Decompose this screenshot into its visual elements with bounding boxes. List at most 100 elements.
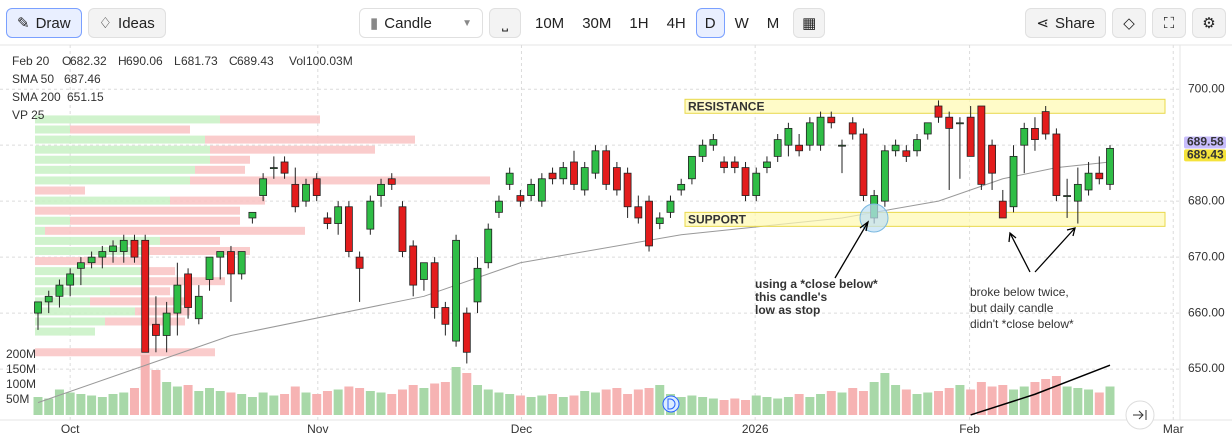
volume-bar (1084, 389, 1094, 415)
candle-body (162, 312, 171, 336)
candle-body (516, 195, 525, 202)
vp-down-bar (70, 125, 190, 134)
legend-text: H (118, 54, 127, 68)
candle-body (570, 161, 578, 185)
y-tick-label: 650.00 (1188, 361, 1225, 375)
volume-bar (440, 382, 450, 415)
toolbar-center: ▮ Candle ▼ ⎵ 10M 30M 1H 4H D W M ▦ (359, 8, 826, 38)
calendar-button[interactable]: ▦ (793, 8, 826, 38)
interval-button[interactable]: 1H (629, 14, 649, 32)
volume-bar (923, 392, 933, 415)
legend-text: 100.03M (306, 54, 353, 68)
volume-bar (172, 386, 182, 415)
candle-body (848, 122, 857, 135)
volume-bar (1051, 376, 1061, 415)
x-tick-label: Mar (1163, 422, 1184, 436)
candle-body (302, 183, 310, 202)
settings-button[interactable]: ⚙ (1192, 8, 1226, 38)
legend-text: 687.46 (64, 72, 101, 86)
vp-down-bar (110, 287, 170, 296)
candle-body (216, 251, 225, 258)
volume-bar (408, 385, 418, 415)
interval-button[interactable]: W (734, 14, 749, 32)
volume-bar (322, 391, 332, 415)
candle-body (398, 206, 407, 252)
volume-bar (698, 397, 708, 415)
candle-body (355, 256, 364, 269)
candle-body (98, 251, 107, 258)
price-tag (1184, 136, 1226, 149)
candle-body (580, 167, 589, 191)
interval-button[interactable]: M (766, 14, 780, 32)
volume-bar (580, 391, 590, 415)
volume-bar (944, 388, 954, 415)
premium-button[interactable]: ◇ (1112, 8, 1146, 38)
fullscreen-button[interactable]: ⛶ (1152, 8, 1186, 38)
candle-body (66, 273, 75, 286)
volume-bar (848, 388, 858, 415)
draw-button[interactable]: ✎ Draw (6, 8, 82, 38)
vp-up-bar (35, 125, 70, 134)
vp-down-bar (35, 348, 215, 357)
candle-body (1063, 195, 1072, 197)
volume-bar (54, 389, 64, 415)
candle-body (366, 200, 375, 230)
volume-bar (194, 391, 204, 415)
volume-bar (676, 397, 686, 415)
annotation-text: but daily candle (970, 301, 1054, 315)
pencil-icon: ✎ (17, 15, 30, 32)
chart-type-select[interactable]: ▮ Candle ▼ (359, 8, 483, 38)
candle-body (880, 150, 889, 202)
vp-up-bar (35, 297, 90, 306)
vp-up-bar (35, 135, 205, 144)
toolbar-right: ⋖ Share ◇ ⛶ ⚙ (1025, 8, 1226, 38)
volume-bar (998, 385, 1008, 415)
volume-bar (129, 388, 139, 415)
vp-up-bar (35, 145, 210, 154)
candle-body (763, 161, 771, 168)
volume-bar (430, 383, 440, 415)
vp-up-bar (35, 287, 110, 296)
legend-text: C (229, 54, 238, 68)
volume-bar (451, 367, 461, 415)
volume-bar (558, 397, 568, 415)
interval-button[interactable]: 30M (582, 14, 612, 32)
interval-button[interactable]: 4H (666, 14, 686, 32)
ideas-button[interactable]: ♢ Ideas (87, 8, 166, 38)
candle-body (913, 139, 921, 152)
candle-body (623, 172, 632, 208)
range-button[interactable]: ⎵ (489, 8, 521, 38)
arrow (1008, 227, 1076, 273)
volume-bar (687, 395, 697, 415)
candle-body (55, 284, 64, 297)
volume-bar (505, 394, 515, 415)
vp-up-bar (35, 267, 140, 276)
candle-body (387, 178, 396, 185)
share-button[interactable]: ⋖ Share (1025, 8, 1106, 38)
volume-tick-label: 200M (6, 347, 36, 361)
volume-bar (644, 388, 654, 415)
volume-bar (719, 400, 729, 415)
candle-body (655, 217, 664, 224)
arrow (834, 220, 870, 279)
candle-body (1084, 172, 1093, 191)
candle-body (956, 122, 964, 125)
volume-bar (655, 385, 665, 415)
volume-bar (880, 373, 890, 415)
interval-button[interactable]: 10M (535, 14, 565, 32)
legend-text: SMA 50 (12, 72, 54, 86)
volume-bar (858, 391, 868, 415)
price-tag-label: 689.43 (1187, 148, 1224, 162)
legend-text: 682.32 (70, 54, 107, 68)
vp-up-bar (35, 277, 145, 286)
volume-bar (419, 388, 429, 415)
candle-body (473, 267, 482, 303)
volume-bar (387, 394, 397, 415)
vp-down-bar (90, 297, 190, 306)
candle-body (291, 183, 300, 208)
volume-bar (826, 391, 836, 415)
label: Candle (384, 14, 432, 32)
vp-up-bar (35, 307, 135, 316)
interval-button[interactable]: D (695, 8, 725, 38)
